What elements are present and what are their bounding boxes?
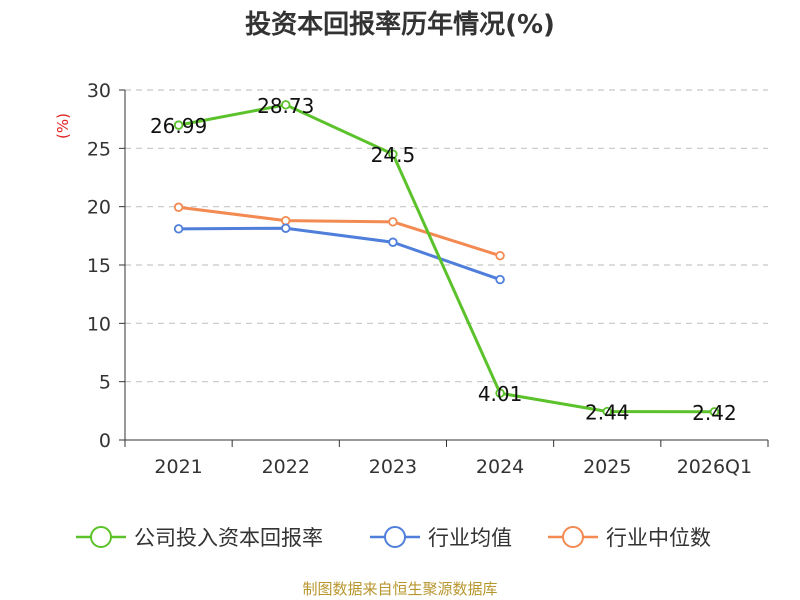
y-tick-label-10: 10: [87, 313, 111, 335]
x-tick-label-2025: 2025: [583, 456, 631, 478]
data-point-2-1: [281, 215, 291, 226]
data-label-4: 2.44: [585, 401, 630, 425]
data-point-0-1: [281, 100, 291, 110]
data-point-2-2: [388, 217, 398, 227]
x-tick-label-2026Q1: 2026Q1: [677, 456, 752, 478]
data-label-1: 28.73: [257, 94, 314, 118]
source-footer: 制图数据来自恒生聚源数据库: [302, 580, 498, 598]
y-tick-label-20: 20: [87, 197, 111, 219]
y-tick-label-5: 5: [99, 372, 111, 394]
data-label-0: 26.99: [150, 114, 207, 138]
data-point-0-4: [602, 406, 612, 417]
y-tick-label-15: 15: [87, 255, 111, 277]
data-label-2: 24.5: [371, 143, 416, 167]
legend-label-2: 行业中位数: [606, 526, 711, 550]
series-line-0: [178, 103, 715, 414]
chart-title: 投资本回报率历年情况(%): [245, 10, 555, 40]
y-axis-label: (%): [54, 113, 72, 139]
legend-marker-1: [384, 526, 406, 548]
legend-label-0: 公司投入资本回报率: [134, 526, 323, 550]
series-line-1: [178, 226, 501, 281]
data-point-0-5: [709, 407, 720, 417]
y-tick-label-30: 30: [87, 80, 111, 102]
legend-marker-0: [90, 526, 112, 548]
x-tick-label-2022: 2022: [262, 456, 310, 478]
data-point-1-3: [495, 274, 505, 285]
data-point-0-2: [388, 149, 398, 159]
data-point-1-0: [173, 224, 184, 234]
x-tick-label-2021: 2021: [154, 456, 202, 478]
series-line-2: [178, 205, 501, 258]
x-tick-label-2023: 2023: [369, 456, 417, 478]
data-point-2-3: [495, 250, 505, 261]
data-point-0-3: [495, 388, 505, 398]
y-tick-label-0: 0: [99, 430, 111, 452]
legend-label-1: 行业均值: [428, 526, 512, 550]
x-tick-label-2024: 2024: [476, 456, 524, 478]
y-tick-label-25: 25: [87, 138, 111, 160]
data-label-5: 2.42: [692, 401, 737, 425]
data-point-1-2: [388, 237, 398, 247]
data-label-3: 4.01: [478, 382, 523, 406]
data-point-0-0: [173, 120, 184, 130]
data-point-1-1: [281, 223, 291, 233]
legend-marker-2: [562, 526, 584, 548]
data-point-2-0: [173, 202, 184, 212]
